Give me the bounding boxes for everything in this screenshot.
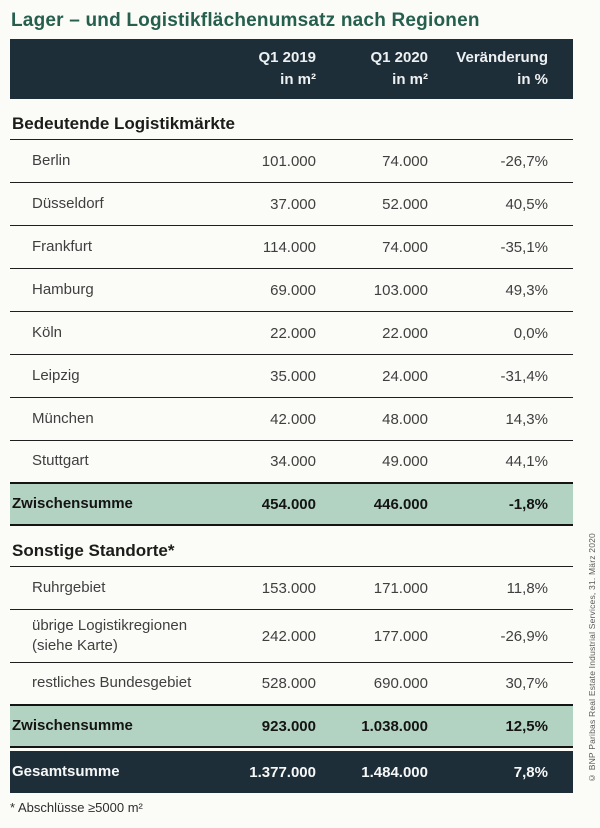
value-change: 30,7% bbox=[505, 675, 548, 692]
value-q1-2019: 454.000 bbox=[261, 495, 316, 513]
subtotal-label: Zwischensumme bbox=[12, 494, 133, 512]
column-header-line2: in m² bbox=[392, 71, 428, 88]
column-header-veraenderung: Veränderung in % bbox=[428, 47, 548, 91]
region-label: Leipzig bbox=[32, 366, 80, 384]
value-q1-2020: 177.000 bbox=[373, 627, 428, 645]
value-change: 40,5% bbox=[505, 195, 548, 213]
column-header-line2: in m² bbox=[280, 71, 316, 88]
value-change: -31,4% bbox=[500, 367, 548, 385]
value-q1-2019: 42.000 bbox=[270, 410, 316, 428]
table-row-uebrige-logistikregionen: übrige Logistikregionen (siehe Karte) 24… bbox=[10, 610, 573, 663]
value-q1-2019: 153.000 bbox=[261, 579, 316, 597]
subtotal-row-logistikmaerkte: Zwischensumme 454.000 446.000 -1,8% bbox=[10, 482, 573, 526]
value-q1-2019: 528.000 bbox=[261, 675, 316, 692]
value-q1-2019: 242.000 bbox=[261, 627, 316, 645]
section-title-sonstige-standorte: Sonstige Standorte* bbox=[10, 535, 573, 567]
table-row-koeln: Köln 22.000 22.000 0,0% bbox=[10, 312, 573, 355]
section-title-bedeutende-logistikmaerkte: Bedeutende Logistikmärkte bbox=[10, 108, 573, 140]
table-row-muenchen: München 42.000 48.000 14,3% bbox=[10, 398, 573, 441]
value-q1-2019: 22.000 bbox=[270, 324, 316, 342]
value-change: -26,7% bbox=[500, 152, 548, 170]
value-q1-2020: 1.038.000 bbox=[361, 717, 428, 735]
value-q1-2020: 49.000 bbox=[382, 453, 428, 470]
value-change: 7,8% bbox=[513, 763, 548, 781]
value-q1-2019: 101.000 bbox=[261, 152, 316, 170]
total-label: Gesamtsumme bbox=[12, 762, 120, 780]
subtotal-label: Zwischensumme bbox=[12, 716, 133, 734]
value-q1-2019: 34.000 bbox=[270, 453, 316, 470]
table-row-stuttgart: Stuttgart 34.000 49.000 44,1% bbox=[10, 441, 573, 482]
value-q1-2020: 171.000 bbox=[373, 579, 428, 597]
value-change: -1,8% bbox=[508, 495, 548, 513]
region-label: übrige Logistikregionen (siehe Karte) bbox=[32, 616, 188, 654]
value-q1-2020: 52.000 bbox=[382, 195, 428, 213]
value-q1-2020: 48.000 bbox=[382, 410, 428, 428]
column-header-line1: Veränderung bbox=[456, 49, 548, 67]
region-label: München bbox=[32, 409, 94, 427]
value-change: 49,3% bbox=[505, 281, 548, 299]
data-table: Q1 2019 in m² Q1 2020 in m² Veränderung … bbox=[10, 39, 573, 793]
copyright-note: © BNP Paribas Real Estate Industrial Ser… bbox=[587, 532, 597, 783]
region-label: Düsseldorf bbox=[32, 194, 104, 212]
region-label: restliches Bundesgebiet bbox=[32, 674, 192, 692]
column-header-line1: Q1 2019 bbox=[258, 49, 316, 67]
value-q1-2020: 74.000 bbox=[382, 238, 428, 256]
value-q1-2020: 446.000 bbox=[373, 495, 428, 513]
column-header-q1-2020: Q1 2020 in m² bbox=[316, 47, 428, 91]
table-row-leipzig: Leipzig 35.000 24.000 -31,4% bbox=[10, 355, 573, 398]
region-label: Ruhrgebiet bbox=[32, 578, 106, 596]
value-q1-2019: 35.000 bbox=[270, 367, 316, 385]
value-change: 0,0% bbox=[513, 324, 548, 342]
table-row-hamburg: Hamburg 69.000 103.000 49,3% bbox=[10, 269, 573, 312]
value-q1-2020: 22.000 bbox=[382, 324, 428, 342]
column-header-line1: Q1 2020 bbox=[370, 49, 428, 67]
table-row-berlin: Berlin 101.000 74.000 -26,7% bbox=[10, 140, 573, 183]
value-q1-2020: 690.000 bbox=[373, 675, 428, 692]
column-header-line2: in % bbox=[517, 71, 548, 88]
value-q1-2019: 1.377.000 bbox=[249, 763, 316, 781]
table-header-row: Q1 2019 in m² Q1 2020 in m² Veränderung … bbox=[10, 39, 573, 99]
region-label: Frankfurt bbox=[32, 237, 93, 255]
table-row-ruhrgebiet: Ruhrgebiet 153.000 171.000 11,8% bbox=[10, 567, 573, 610]
value-change: -35,1% bbox=[500, 238, 548, 256]
total-row-gesamtsumme: Gesamtsumme 1.377.000 1.484.000 7,8% bbox=[10, 751, 573, 793]
value-change: 44,1% bbox=[505, 453, 548, 470]
value-change: 14,3% bbox=[505, 410, 548, 428]
value-change: -26,9% bbox=[500, 627, 548, 645]
page-title: Lager – und Logistikflächenumsatz nach R… bbox=[11, 10, 480, 31]
value-change: 12,5% bbox=[505, 717, 548, 735]
value-q1-2019: 37.000 bbox=[270, 195, 316, 213]
footnote: * Abschlüsse ≥5000 m² bbox=[10, 800, 143, 815]
region-label: Stuttgart bbox=[32, 452, 89, 470]
value-q1-2019: 923.000 bbox=[261, 717, 316, 735]
table-row-restliches-bundesgebiet: restliches Bundesgebiet 528.000 690.000 … bbox=[10, 663, 573, 704]
value-q1-2020: 1.484.000 bbox=[361, 763, 428, 781]
value-q1-2020: 74.000 bbox=[382, 152, 428, 170]
table-row-frankfurt: Frankfurt 114.000 74.000 -35,1% bbox=[10, 226, 573, 269]
value-change: 11,8% bbox=[506, 579, 548, 597]
value-q1-2019: 69.000 bbox=[270, 281, 316, 299]
region-label: Hamburg bbox=[32, 280, 94, 298]
column-header-q1-2019: Q1 2019 in m² bbox=[220, 47, 316, 91]
subtotal-row-sonstige-standorte: Zwischensumme 923.000 1.038.000 12,5% bbox=[10, 704, 573, 748]
region-label: Köln bbox=[32, 323, 63, 341]
value-q1-2019: 114.000 bbox=[262, 238, 316, 256]
table-row-duesseldorf: Düsseldorf 37.000 52.000 40,5% bbox=[10, 183, 573, 226]
value-q1-2020: 24.000 bbox=[382, 367, 428, 385]
value-q1-2020: 103.000 bbox=[373, 281, 428, 299]
region-label: Berlin bbox=[32, 151, 71, 169]
